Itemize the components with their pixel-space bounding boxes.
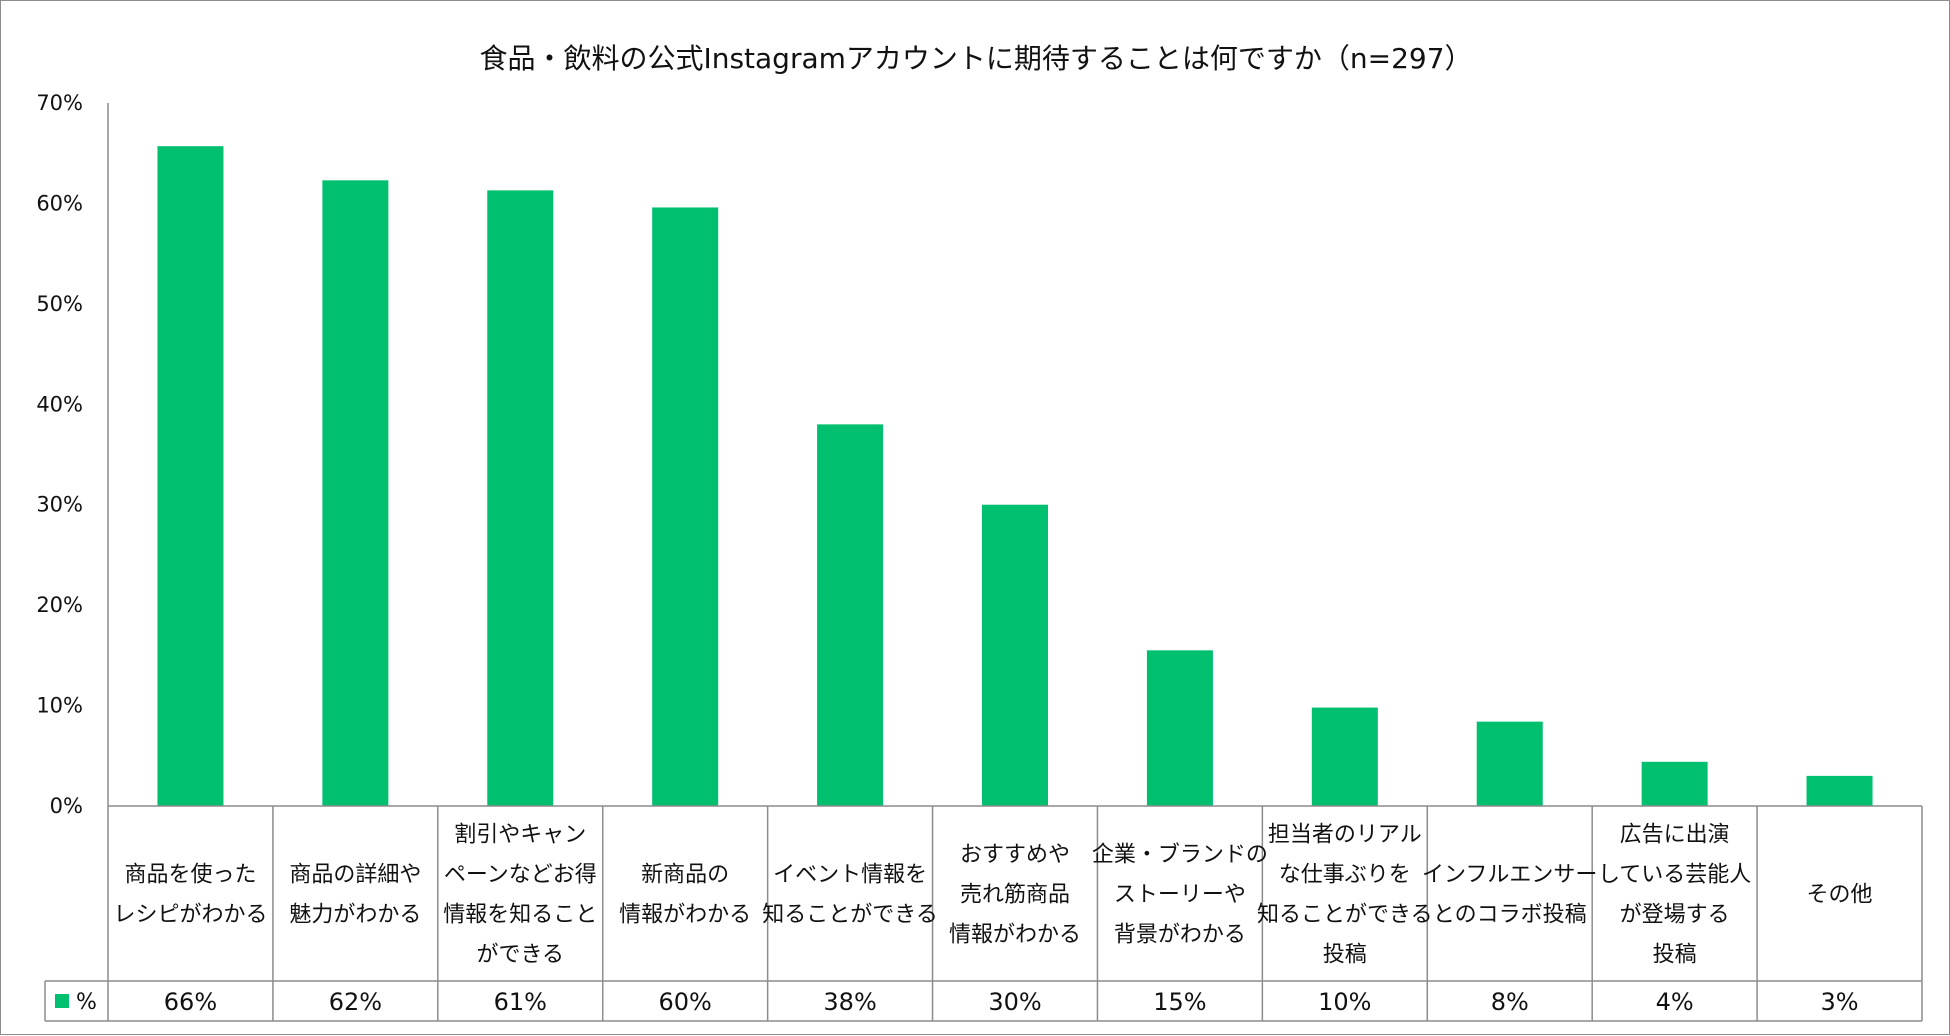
x-category-label: ペーンなどお得 [444, 863, 597, 888]
x-category-label: ができる [476, 943, 564, 968]
bars [157, 146, 1873, 807]
x-category-label: とのコラボ投稿 [1433, 903, 1587, 928]
bar [1806, 775, 1873, 806]
data-value-label: 4% [1656, 988, 1694, 1016]
x-category-label: インフルエンサー [1422, 863, 1597, 888]
y-tick-label: 40% [36, 392, 83, 416]
legend-swatch [55, 994, 69, 1008]
bar [1311, 707, 1378, 806]
bar [817, 424, 884, 806]
data-value-label: 38% [823, 988, 876, 1016]
y-axis: 0% 10% 20% 30% 40% 50% 60% 70% [36, 91, 109, 818]
data-value-label: 3% [1821, 988, 1859, 1016]
y-tick-label: 60% [36, 191, 83, 215]
data-value-label: 10% [1318, 988, 1371, 1016]
data-value-label: 62% [329, 988, 382, 1016]
bar [1641, 761, 1708, 806]
bar [157, 146, 224, 807]
x-category-label: 投稿 [1653, 943, 1697, 968]
x-category-label: 売れ筋商品 [960, 883, 1070, 908]
x-category-label: 広告に出演 [1620, 823, 1730, 848]
x-category-label: 背景がわかる [1114, 923, 1246, 948]
x-category-label: 企業・ブランドの [1092, 843, 1268, 868]
bar [322, 180, 389, 806]
x-category-label: 知ることができる [762, 903, 938, 928]
y-tick-label: 50% [36, 292, 83, 316]
x-category-label: 魅力がわかる [289, 903, 421, 928]
y-tick-label: 30% [36, 493, 83, 517]
x-category-label: な仕事ぶりを [1279, 863, 1411, 888]
x-category-label: 情報を知ること [443, 903, 597, 928]
x-category-label: している芸能人 [1598, 863, 1751, 888]
data-value-label: 60% [659, 988, 712, 1016]
bar [982, 504, 1048, 806]
x-category-label: ストーリーや [1114, 883, 1246, 908]
x-category-label: その他 [1807, 883, 1873, 908]
x-category-label: 担当者のリアル [1268, 823, 1422, 848]
x-category-label: 情報がわかる [949, 923, 1081, 948]
data-value-label: 8% [1491, 988, 1529, 1016]
x-category-label: 商品を使った [124, 863, 256, 888]
x-category-label: 商品の詳細や [289, 863, 421, 888]
data-value-label: 30% [988, 988, 1041, 1016]
x-category-label: が登場する [1620, 903, 1730, 928]
y-tick-label: 20% [36, 593, 83, 617]
x-category-label: 知ることができる [1257, 903, 1433, 928]
x-category-label: レシピがわかる [113, 903, 267, 928]
x-category-label: 投稿 [1323, 943, 1367, 968]
y-tick-label: 10% [36, 694, 83, 718]
legend-label: % [76, 990, 97, 1015]
data-value-label: 61% [494, 988, 547, 1016]
x-category-label: おすすめや [960, 843, 1070, 868]
x-category-label: 情報がわかる [619, 903, 751, 928]
chart-title: 食品・飲料の公式Instagramアカウントに期待することは何ですか（n=297… [479, 42, 1472, 75]
bar [487, 190, 554, 806]
x-category-label: 割引やキャン [454, 823, 586, 848]
bar [1146, 650, 1213, 806]
y-tick-label: 0% [50, 794, 83, 818]
bar [1476, 721, 1543, 806]
data-value-label: 66% [164, 988, 217, 1016]
x-category-label: 新商品の [641, 863, 729, 888]
y-tick-label: 70% [36, 91, 83, 115]
bar [652, 207, 719, 807]
x-category-label: イベント情報を [773, 863, 927, 888]
data-value-label: 15% [1153, 988, 1206, 1016]
